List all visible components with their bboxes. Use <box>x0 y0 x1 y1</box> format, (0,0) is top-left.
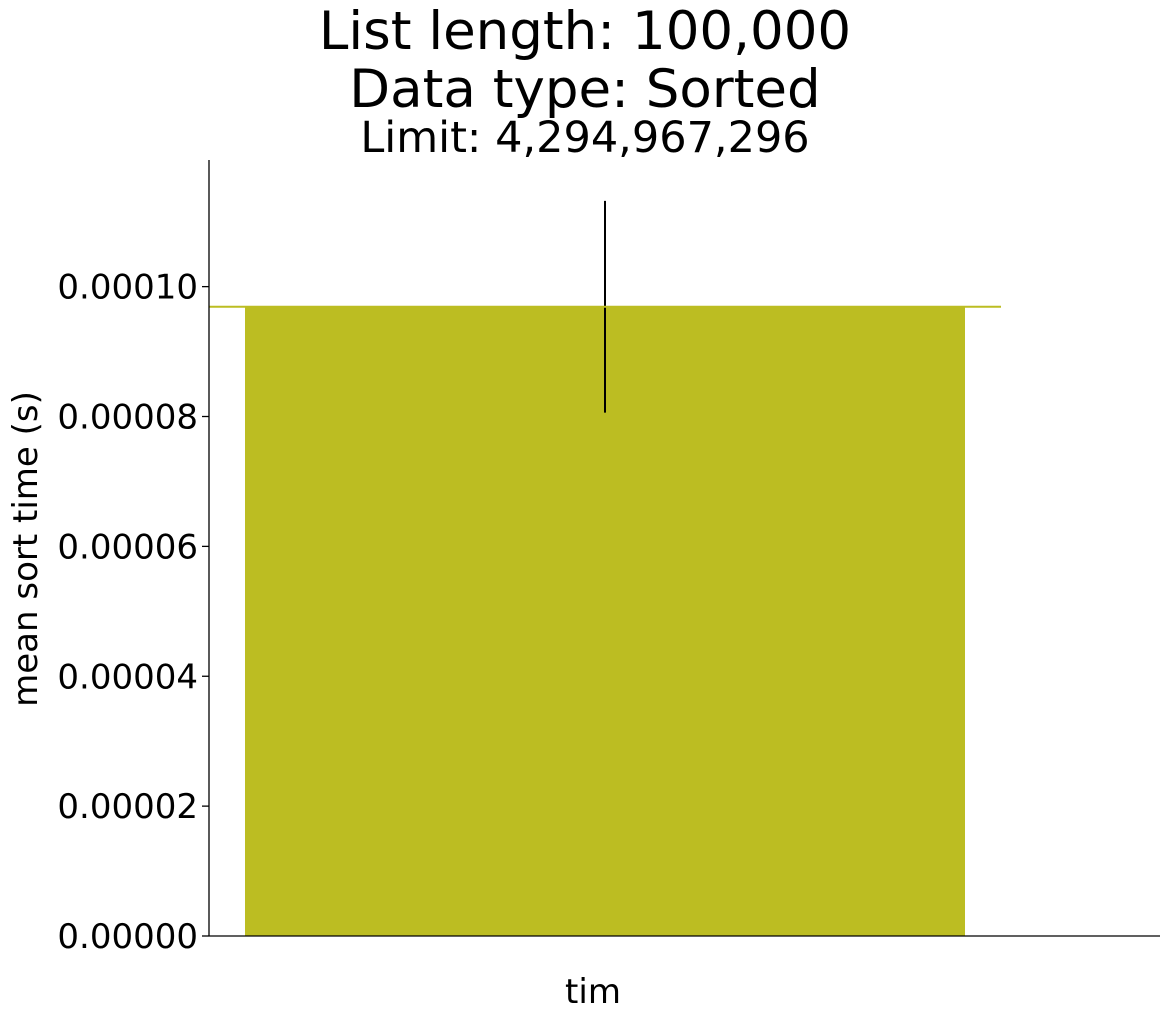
chart-subtitle: Data type: Sorted <box>349 59 821 120</box>
chart-subtitle-limit: Limit: 4,294,967,296 <box>360 113 810 163</box>
y-tick-label: 0.00000 <box>57 917 198 957</box>
y-tick-label: 0.00004 <box>57 657 198 697</box>
y-tick-label: 0.00010 <box>57 268 198 308</box>
x-tick-label: tim <box>565 972 621 1012</box>
y-tick-label: 0.00008 <box>57 398 198 438</box>
chart-title: List length: 100,000 <box>318 1 852 62</box>
y-tick-label: 0.00006 <box>57 527 198 567</box>
y-tick-label: 0.00002 <box>57 787 198 827</box>
